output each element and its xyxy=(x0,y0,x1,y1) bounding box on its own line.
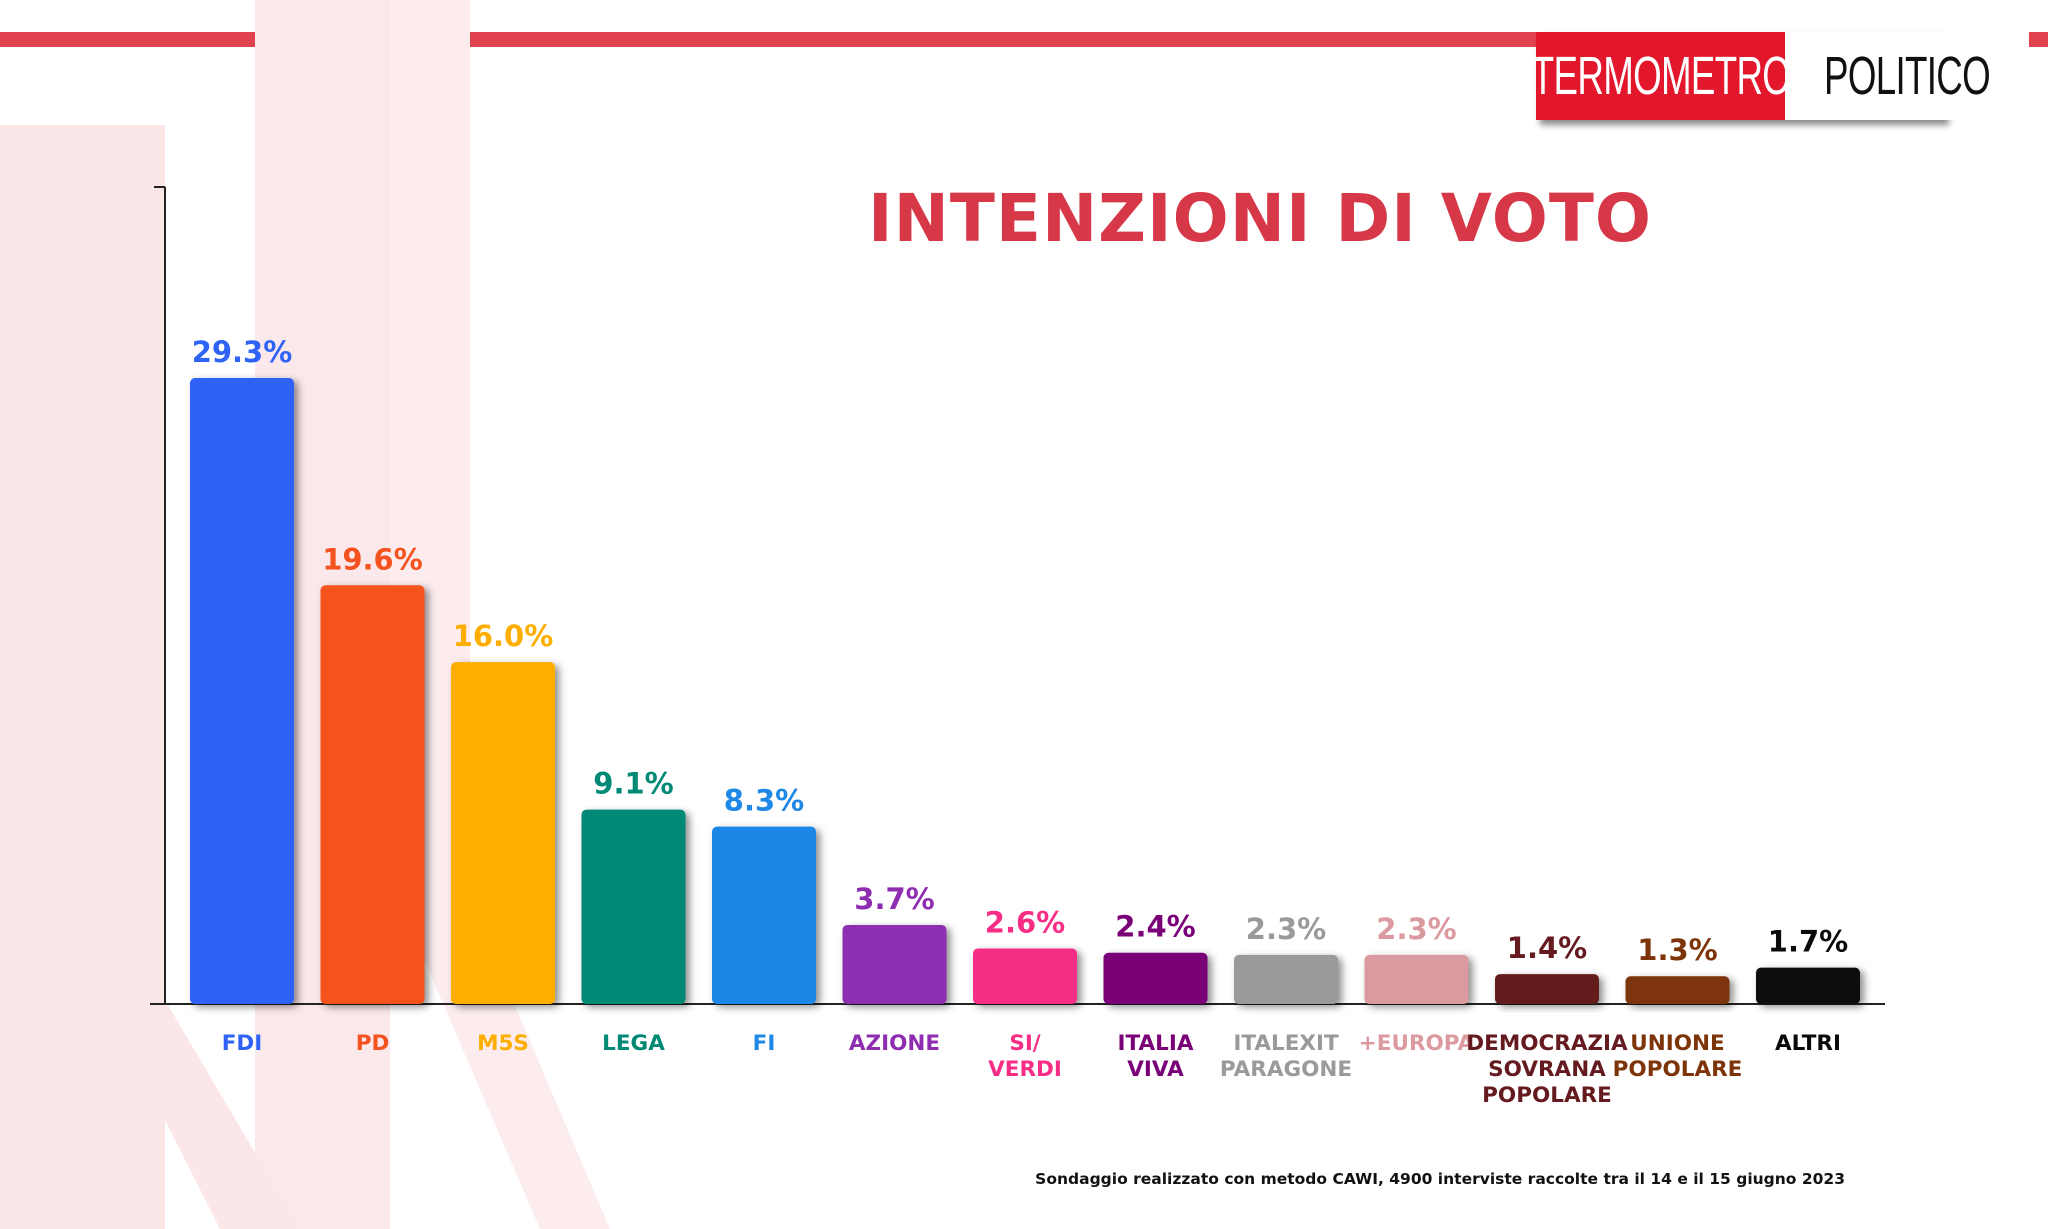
category-label-line: SI/ xyxy=(1009,1031,1040,1056)
bar-fi xyxy=(712,826,816,1004)
value-label: 2.3% xyxy=(1376,912,1456,946)
value-label: 29.3% xyxy=(192,335,293,369)
category-label: AZIONE xyxy=(849,1031,940,1056)
bar-m5s xyxy=(451,662,555,1004)
category-label-line: M5S xyxy=(477,1031,529,1056)
footnote: Sondaggio realizzato con metodo CAWI, 49… xyxy=(1035,1170,1845,1188)
bar-altri xyxy=(1756,967,1860,1004)
category-label: LEGA xyxy=(602,1031,665,1056)
value-label: 9.1% xyxy=(593,767,673,801)
bar-italexit-paragone xyxy=(1234,954,1338,1004)
bar-democrazia-sovrana-popolare xyxy=(1495,974,1599,1004)
logo-part-white: POLITICO xyxy=(1785,32,2030,120)
category-label-line: AZIONE xyxy=(849,1031,940,1056)
category-label: DEMOCRAZIA SOVRANA POPOLARE xyxy=(1466,1031,1628,1108)
bar-lega xyxy=(581,809,686,1004)
termometro-politico-logo: TERMOMETRO POLITICO xyxy=(1531,32,2030,120)
category-label-line: PARAGONE xyxy=(1220,1057,1352,1082)
category-label-line: FDI xyxy=(222,1031,263,1056)
logo-part-red: TERMOMETRO xyxy=(1531,32,1790,120)
bar-unione-popolare xyxy=(1625,976,1730,1004)
category-label-line: VERDI xyxy=(988,1057,1062,1082)
category-label-line: SOVRANA xyxy=(1488,1057,1606,1082)
value-label: 2.3% xyxy=(1246,912,1326,946)
value-label: 1.3% xyxy=(1637,933,1717,967)
category-label-line: FI xyxy=(753,1031,776,1056)
category-label: FDI xyxy=(222,1031,263,1056)
category-label: M5S xyxy=(477,1031,529,1056)
category-label: PD xyxy=(356,1031,390,1056)
category-label-line: DEMOCRAZIA xyxy=(1466,1031,1628,1056)
category-label-line: POPOLARE xyxy=(1482,1083,1612,1108)
value-label: 2.4% xyxy=(1115,910,1195,944)
category-label: ITALIA VIVA xyxy=(1118,1031,1194,1082)
category-label-line: LEGA xyxy=(602,1031,665,1056)
value-label: 1.4% xyxy=(1507,931,1587,965)
chart-title: INTENZIONI DI VOTO xyxy=(868,180,1652,257)
category-label: ALTRI xyxy=(1775,1031,1841,1056)
category-label: +EUROPA xyxy=(1359,1031,1475,1056)
category-label-line: POPOLARE xyxy=(1613,1057,1743,1082)
value-label: 19.6% xyxy=(322,542,423,576)
category-label-line: ITALEXIT xyxy=(1233,1031,1339,1056)
category-label-line: UNIONE xyxy=(1630,1031,1724,1056)
value-label: 3.7% xyxy=(854,882,934,916)
bar-fdi xyxy=(190,378,294,1004)
category-label: FI xyxy=(753,1031,776,1056)
category-label-line: +EUROPA xyxy=(1359,1031,1475,1056)
category-label-line: VIVA xyxy=(1127,1057,1184,1082)
category-label-line: ITALIA xyxy=(1118,1031,1194,1056)
bar-pd xyxy=(320,585,425,1004)
value-label: 8.3% xyxy=(724,784,804,818)
category-label: UNIONE POPOLARE xyxy=(1613,1031,1743,1082)
category-label-line: ALTRI xyxy=(1775,1031,1841,1056)
value-label: 2.6% xyxy=(985,905,1065,939)
category-label: SI/VERDI xyxy=(988,1031,1062,1082)
category-label: ITALEXIT PARAGONE xyxy=(1220,1031,1352,1082)
value-label: 1.7% xyxy=(1768,925,1848,959)
category-label-line: PD xyxy=(356,1031,390,1056)
bar-si-verdi xyxy=(973,948,1077,1004)
bar-europa xyxy=(1364,954,1469,1004)
value-label: 16.0% xyxy=(453,619,554,653)
bar-italia-viva xyxy=(1103,952,1208,1004)
bar-azione xyxy=(842,924,947,1004)
